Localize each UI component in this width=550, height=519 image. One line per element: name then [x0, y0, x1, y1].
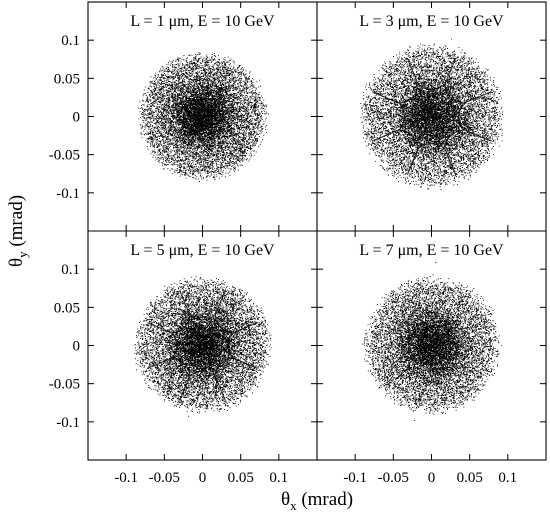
y-tick-label: -0.05	[49, 377, 80, 393]
panel-ticks	[88, 231, 317, 460]
x-tick-label: 0	[199, 470, 207, 486]
panel-3: L = 5 μm, E = 10 GeV	[88, 231, 317, 460]
x-tick-label: 0.05	[228, 470, 254, 486]
panel-ticks	[88, 2, 317, 231]
panel-4: L = 7 μm, E = 10 GeV	[317, 231, 546, 460]
panel-title: L = 5 μm, E = 10 GeV	[130, 242, 275, 259]
scatter-points	[134, 276, 272, 417]
y-tick-label: 0.1	[61, 33, 80, 49]
y-axis-label: θy (mrad)	[6, 195, 30, 267]
x-tick-label: -0.05	[149, 470, 180, 486]
caustic-lines	[147, 290, 258, 401]
x-tick-label: 0	[428, 470, 436, 486]
scatter-points	[138, 52, 269, 182]
caustic-rosette	[147, 290, 258, 401]
caustic-lines	[372, 57, 491, 176]
y-tick-label: 0	[73, 339, 81, 355]
x-tick-label: 0.1	[498, 470, 517, 486]
y-tick-label: -0.1	[56, 186, 80, 202]
tick-group: 0.1 0.05 0 -0.05 -0.1 0.1 0.05 0 -0.05 -0.1 -0.1 -0…	[49, 33, 517, 486]
panel-2: L = 3 μm, E = 10 GeV	[317, 2, 546, 231]
panel-ticks	[317, 231, 546, 460]
y-tick-label: -0.05	[49, 148, 80, 164]
y-tick-label: 0.05	[54, 71, 80, 87]
x-tick-label: 0.05	[457, 470, 483, 486]
y-tick-label: 0.1	[61, 262, 80, 278]
y-tick-label: 0.05	[54, 300, 80, 316]
panel-title: L = 3 μm, E = 10 GeV	[359, 13, 504, 30]
caustic-rosette	[372, 57, 491, 176]
scatter-points	[360, 38, 504, 191]
y-tick-label: 0	[73, 110, 81, 126]
x-tick-label: -0.05	[378, 470, 409, 486]
x-tick-label: -0.1	[114, 470, 138, 486]
panels-group: L = 1 μm, E = 10 GeV L = 3 μm, E = 10 GeV…	[88, 2, 546, 460]
panel-title: L = 1 μm, E = 10 GeV	[130, 13, 275, 30]
scatter-points	[362, 262, 503, 421]
x-tick-label: -0.1	[343, 470, 367, 486]
x-tick-label: 0.1	[269, 470, 288, 486]
x-axis-label: θx (mrad)	[281, 489, 353, 513]
y-tick-label: -0.1	[56, 415, 80, 431]
panel-title: L = 7 μm, E = 10 GeV	[359, 242, 504, 259]
panel-1: L = 1 μm, E = 10 GeV	[88, 2, 317, 231]
panel-ticks	[317, 2, 546, 231]
